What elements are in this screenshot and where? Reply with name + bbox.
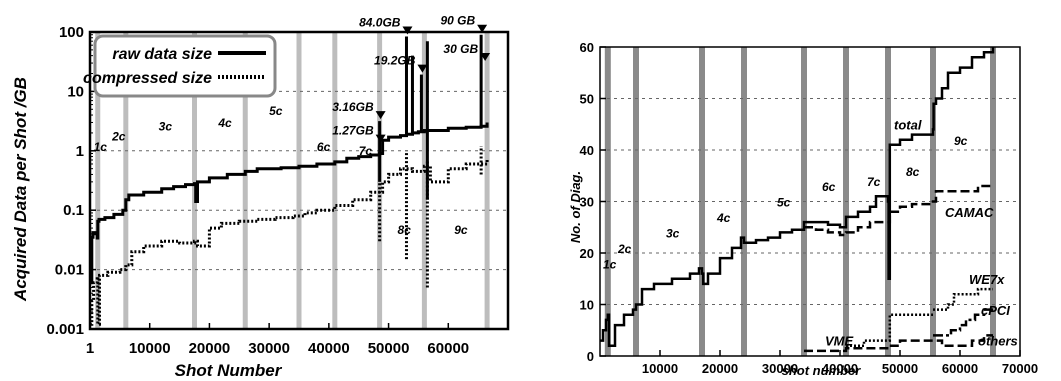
y-axis-label-right: No. of Diag.	[568, 171, 583, 243]
legend-box	[93, 34, 277, 98]
x-tick-label: 20000	[702, 361, 738, 376]
peak-marker	[480, 53, 491, 62]
y-tick-label: 50	[580, 92, 594, 107]
y-tick-label: 1	[76, 143, 84, 160]
legend: raw data size compressed size	[83, 34, 277, 98]
cycle-label: 7c	[359, 144, 373, 158]
cycle-boundary-band	[699, 47, 705, 356]
cycle-label: 5c	[777, 196, 791, 210]
x-tick-label: 40000	[822, 361, 858, 376]
series-label: total	[894, 117, 922, 132]
peak-marker	[375, 111, 386, 120]
series-label: WE7x	[969, 272, 1005, 287]
cycle-label: 3c	[666, 227, 680, 241]
series-label: VME	[825, 334, 854, 349]
peak-marker	[477, 24, 488, 33]
x-tick-label: 70000	[1002, 361, 1038, 376]
peak-marker	[375, 134, 386, 143]
peak-marker	[417, 64, 428, 73]
series-line-others	[804, 334, 993, 353]
x-tick-label: 1	[86, 340, 94, 357]
cycle-label: 4c	[217, 116, 232, 130]
peak-label: 1.27GB	[332, 124, 374, 138]
x-tick-label: 10000	[129, 340, 171, 357]
peak-marker	[402, 26, 413, 35]
x-tick-label: 30000	[762, 361, 798, 376]
cycle-label: 6c	[317, 140, 331, 154]
peak-label: 90 GB	[440, 14, 475, 28]
y-axis-label: Acquired Data per Shot /GB	[11, 77, 30, 302]
x-tick-label: 10000	[642, 361, 678, 376]
cycle-label: 5c	[269, 104, 283, 118]
x-tick-label: 30000	[248, 340, 290, 357]
peak-label: 84.0GB	[359, 15, 401, 29]
x-axis-label-right: shot number	[782, 363, 862, 378]
cycle-label: 9c	[454, 223, 468, 237]
series-line-cpci	[933, 308, 993, 337]
cycle-label: 9c	[954, 134, 968, 148]
cycle-label: 7c	[867, 175, 881, 189]
data-size-chart: 1 10000 20000 30000 40000 50000 60000 0.001 0.01…	[11, 14, 510, 380]
y-tick-label: 10	[580, 298, 594, 313]
x-tick-label: 60000	[427, 340, 469, 357]
cycle-boundary-band	[484, 32, 490, 329]
x-axis-label: Shot Number	[175, 361, 283, 380]
peak-label: 30 GB	[443, 42, 478, 56]
cycle-boundary-band	[421, 32, 427, 329]
diagnostics-count-chart: 10000 20000 30000 40000 50000 60000 70000 0 10 20…	[568, 40, 1038, 378]
cycle-boundary-band	[123, 32, 129, 329]
y-tick-label: 30	[580, 195, 594, 210]
series-line-compressed-size	[90, 160, 489, 326]
series-label: CAMAC	[945, 205, 994, 220]
y-tick-label: 100	[59, 24, 84, 41]
y-tick-label: 0	[587, 349, 594, 364]
x-tick-label: 20000	[189, 340, 231, 357]
legend-label-raw: raw data size	[112, 46, 212, 63]
cycle-label: 8c	[398, 223, 412, 237]
series-line-total	[600, 47, 995, 347]
y-tick-label: 20	[580, 246, 594, 261]
cycle-label: 8c	[906, 165, 920, 179]
series-line-vme	[846, 313, 933, 347]
cycle-label: 3c	[159, 119, 173, 133]
cycle-label: 1c	[603, 257, 617, 271]
x-tick-label: 50000	[882, 361, 918, 376]
series-line-we7x	[933, 287, 993, 311]
cycle-label: 2c	[617, 242, 632, 256]
cycle-label: 2c	[111, 129, 126, 143]
series-label: others	[978, 334, 1018, 349]
cycle-boundary-band	[242, 32, 248, 329]
y-tick-label: 0.001	[46, 321, 84, 338]
cycle-boundary-band	[191, 32, 197, 329]
y-tick-label: 60	[580, 40, 594, 55]
plot-frame	[88, 30, 510, 331]
y-tick-label: 0.01	[55, 262, 84, 279]
x-tick-label: 50000	[368, 340, 410, 357]
series-label: cPCI	[981, 303, 1010, 318]
cycle-boundary-band	[95, 32, 101, 329]
cycle-label: 6c	[822, 180, 836, 194]
cycle-boundary-band	[296, 32, 302, 329]
cycle-label: 1c	[94, 140, 108, 154]
cycle-boundary-band	[332, 32, 338, 329]
x-tick-label: 60000	[942, 361, 978, 376]
peak-label: 19.2GB	[374, 54, 416, 68]
x-tick-label: 40000	[308, 340, 350, 357]
y-tick-label: 10	[67, 83, 84, 100]
y-tick-label: 40	[580, 143, 594, 158]
peak-label: 3.16GB	[332, 100, 374, 114]
cycle-label: 4c	[716, 211, 731, 225]
y-tick-label: 0.1	[63, 202, 84, 219]
legend-label-compressed: compressed size	[83, 70, 212, 87]
cycle-boundary-band	[741, 47, 747, 356]
